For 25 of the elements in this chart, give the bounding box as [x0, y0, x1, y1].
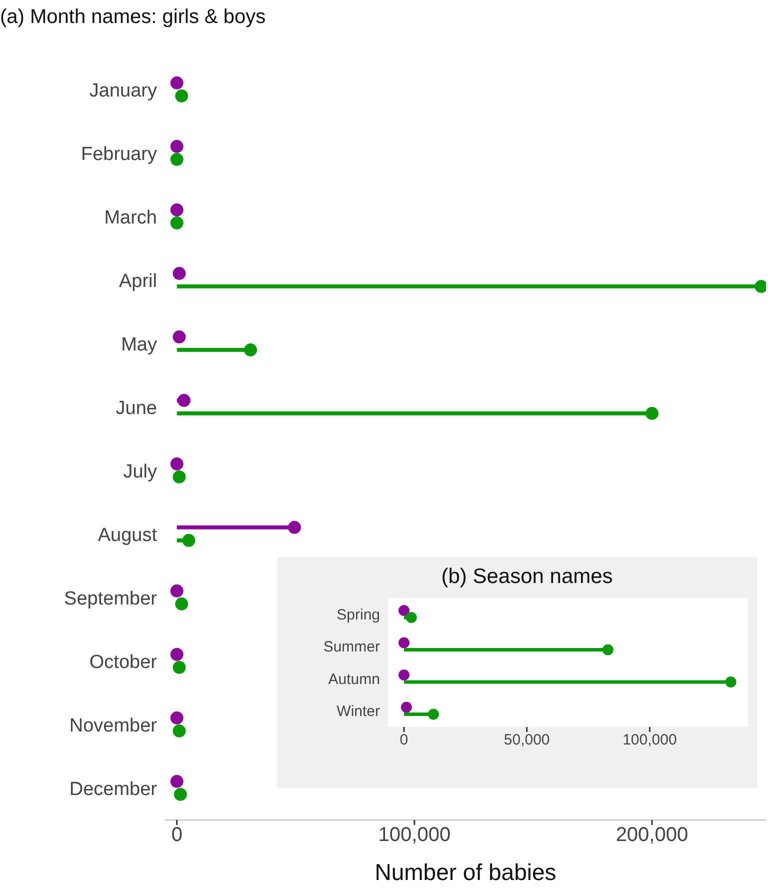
y-tick-label: February [80, 144, 158, 165]
y-tick-label: September [64, 588, 158, 610]
y-tick-label: August [98, 524, 158, 546]
x-tick-label: 0 [171, 824, 182, 846]
x-tick-label: 100,000 [622, 732, 677, 749]
y-tick-label: Summer [323, 638, 380, 656]
y-tick-label: December [69, 778, 158, 800]
y-tick-label: June [116, 398, 157, 419]
x-tick-label: 0 [400, 732, 408, 749]
x-tick-label: 200,000 [616, 824, 688, 846]
y-tick-label: January [89, 80, 158, 102]
y-tick-label: Autumn [328, 670, 380, 688]
y-tick-label: October [89, 652, 158, 673]
x-tick-label: 100,000 [378, 824, 451, 846]
y-tick-label: April [118, 270, 157, 292]
y-tick-label: May [121, 334, 158, 356]
y-tick-label: Spring [336, 606, 380, 624]
y-tick-label: July [123, 461, 158, 482]
x-tick-label: 50,000 [504, 732, 550, 749]
x-axis-title: Number of babies [374, 859, 556, 885]
y-tick-label: November [69, 715, 158, 736]
y-tick-label: March [104, 207, 157, 228]
chart-title: (a) Month names: girls & boys [0, 6, 266, 29]
chart-title: (b) Season names [440, 565, 614, 589]
y-tick-label: Winter [336, 703, 380, 720]
